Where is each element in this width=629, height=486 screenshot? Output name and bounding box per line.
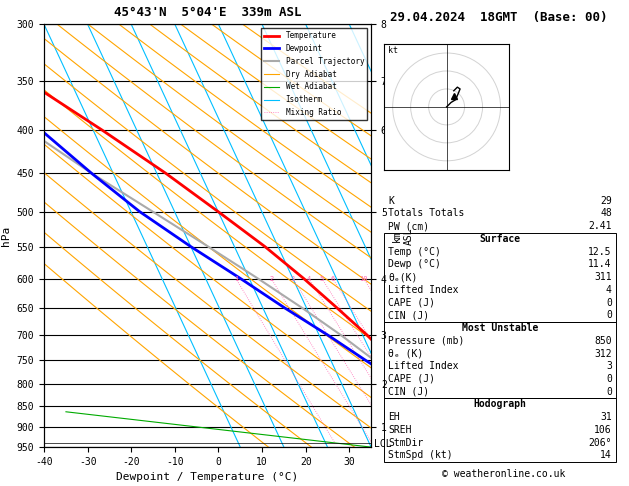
Text: 14: 14 [600,451,612,460]
Y-axis label: hPa: hPa [1,226,11,246]
Text: 48: 48 [600,208,612,219]
Text: 0: 0 [606,387,612,397]
Text: Dewp (°C): Dewp (°C) [388,260,441,269]
Text: 2: 2 [269,276,274,281]
Legend: Temperature, Dewpoint, Parcel Trajectory, Dry Adiabat, Wet Adiabat, Isotherm, Mi: Temperature, Dewpoint, Parcel Trajectory… [261,28,367,120]
Text: 0: 0 [606,297,612,308]
Text: 1: 1 [234,276,238,281]
Text: kt: kt [388,46,398,55]
Text: LCL: LCL [374,439,392,449]
Text: 0: 0 [606,311,612,320]
Text: Lifted Index: Lifted Index [388,361,459,371]
Text: 3: 3 [291,276,295,281]
Text: θₑ(K): θₑ(K) [388,272,418,282]
Text: 4: 4 [606,285,612,295]
Text: CAPE (J): CAPE (J) [388,374,435,384]
Text: 6: 6 [330,276,335,281]
Text: 312: 312 [594,348,612,359]
Text: K: K [388,196,394,206]
Text: 10: 10 [359,276,368,281]
Text: 850: 850 [594,336,612,346]
Text: 5: 5 [320,276,324,281]
Text: StmSpd (kt): StmSpd (kt) [388,451,453,460]
Text: Hodograph: Hodograph [474,399,526,409]
Text: 3: 3 [606,361,612,371]
Text: 4: 4 [307,276,311,281]
Bar [384,322,616,398]
X-axis label: Dewpoint / Temperature (°C): Dewpoint / Temperature (°C) [116,472,299,483]
Text: Temp (°C): Temp (°C) [388,247,441,257]
Bar [384,398,616,462]
Text: SREH: SREH [388,425,412,435]
Text: 31: 31 [600,412,612,422]
Text: 206°: 206° [588,437,612,448]
Title: 45°43'N  5°04'E  339m ASL: 45°43'N 5°04'E 339m ASL [114,6,301,19]
Text: 12.5: 12.5 [588,247,612,257]
Text: θₑ (K): θₑ (K) [388,348,423,359]
Text: StmDir: StmDir [388,437,423,448]
Text: CIN (J): CIN (J) [388,311,430,320]
Text: Lifted Index: Lifted Index [388,285,459,295]
Text: Surface: Surface [479,234,521,244]
Text: 106: 106 [594,425,612,435]
Text: EH: EH [388,412,400,422]
Text: Most Unstable: Most Unstable [462,323,538,333]
Text: Totals Totals: Totals Totals [388,208,465,219]
Y-axis label: km
ASL: km ASL [392,227,414,244]
Text: 29: 29 [600,196,612,206]
Text: CAPE (J): CAPE (J) [388,297,435,308]
Text: 2.41: 2.41 [588,221,612,231]
Text: 0: 0 [606,374,612,384]
Text: 311: 311 [594,272,612,282]
Text: 11.4: 11.4 [588,260,612,269]
Text: Pressure (mb): Pressure (mb) [388,336,465,346]
Bar [384,233,616,322]
Text: PW (cm): PW (cm) [388,221,430,231]
Text: 29.04.2024  18GMT  (Base: 00): 29.04.2024 18GMT (Base: 00) [390,11,608,23]
Text: © weatheronline.co.uk: © weatheronline.co.uk [442,469,565,479]
Text: CIN (J): CIN (J) [388,387,430,397]
